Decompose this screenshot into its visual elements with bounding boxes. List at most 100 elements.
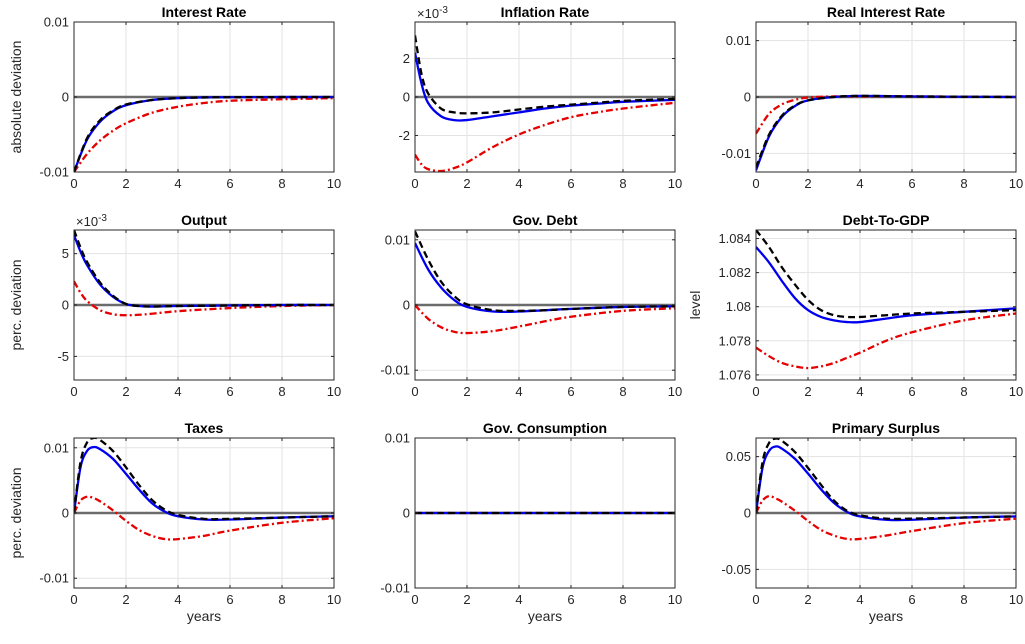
y-tick-label: 0.01 <box>726 33 751 48</box>
x-tick-label: 4 <box>174 592 181 607</box>
y-tick-label: -0.01 <box>39 571 69 586</box>
x-tick-label: 4 <box>515 176 522 191</box>
series-line-dashed <box>74 95 334 172</box>
y-tick-label: 0 <box>744 506 751 521</box>
series-line-dashed <box>756 94 1016 168</box>
series-group <box>74 230 334 317</box>
series-line-dashdot <box>74 96 334 172</box>
y-tick-label: 0.01 <box>385 431 410 446</box>
series-group <box>756 94 1016 171</box>
x-tick-label: 8 <box>278 176 285 191</box>
x-tick-label: 4 <box>174 384 181 399</box>
plot-area <box>756 230 1016 380</box>
panel-1: 0 2 4 6 8 10 -2 0 2 ×10-3 Inflation Rate <box>398 4 682 191</box>
panel-title: Primary Surplus <box>832 420 940 436</box>
y-tick-label: 1.076 <box>718 367 751 382</box>
y-exponent-label: ×10-3 <box>76 213 107 229</box>
series-line-dashed <box>74 438 334 521</box>
panel-title: Debt-To-GDP <box>843 212 930 228</box>
panel-title: Inflation Rate <box>501 4 590 20</box>
series-line-dashed <box>756 230 1016 319</box>
x-tick-label: 4 <box>515 592 522 607</box>
series-line-dashed <box>415 35 675 115</box>
x-tick-label: 2 <box>122 592 129 607</box>
y-tick-label: 0.01 <box>44 440 69 455</box>
x-tick-label: 10 <box>668 176 682 191</box>
x-tick-label: 2 <box>463 176 470 191</box>
x-tick-label: 6 <box>226 384 233 399</box>
panel-3: 0 2 4 6 8 10 -5 0 5 ×10-3 Output perc. deviation <box>8 212 341 399</box>
x-tick-label: 2 <box>804 384 811 399</box>
x-tick-label: 2 <box>804 176 811 191</box>
axes-box <box>755 229 1017 381</box>
x-tick-label: 2 <box>463 592 470 607</box>
x-tick-label: 0 <box>70 176 77 191</box>
y-axis-label: absolute deviation <box>8 41 24 154</box>
x-tick-label: 6 <box>567 592 574 607</box>
x-tick-label: 10 <box>668 592 682 607</box>
x-tick-label: 4 <box>856 592 863 607</box>
y-tick-label: 0 <box>62 298 69 313</box>
series-line-dashed <box>74 230 334 308</box>
y-tick-label: -5 <box>57 349 69 364</box>
x-tick-label: 10 <box>327 592 341 607</box>
series-line-solid <box>74 445 334 521</box>
y-exponent-label: ×10-3 <box>417 5 448 21</box>
y-tick-label: 0 <box>403 506 410 521</box>
x-tick-label: 4 <box>515 384 522 399</box>
y-tick-label: 1.078 <box>718 333 751 348</box>
y-axis-label: level <box>687 291 703 320</box>
y-exponent-power: -3 <box>439 5 448 16</box>
panel-title: Gov. Debt <box>512 212 577 228</box>
y-tick-label: 0.01 <box>44 15 69 30</box>
x-tick-label: 10 <box>1009 592 1023 607</box>
x-tick-label: 2 <box>463 384 470 399</box>
y-tick-label: 0 <box>62 90 69 105</box>
panel-title: Output <box>181 212 227 228</box>
y-tick-label: 0.01 <box>385 232 410 247</box>
series-line-dashdot <box>74 495 334 541</box>
x-tick-label: 10 <box>1009 176 1023 191</box>
x-tick-label: 0 <box>70 592 77 607</box>
series-line-dashdot <box>415 101 675 172</box>
x-tick-label: 4 <box>856 176 863 191</box>
y-tick-label: 5 <box>62 246 69 261</box>
series-group <box>756 230 1016 370</box>
y-tick-label: -0.01 <box>380 581 410 596</box>
x-tick-label: 6 <box>908 384 915 399</box>
x-axis-label: years <box>187 608 221 624</box>
x-tick-label: 8 <box>278 592 285 607</box>
x-tick-label: 10 <box>327 384 341 399</box>
x-tick-label: 4 <box>174 176 181 191</box>
x-tick-label: 0 <box>752 176 759 191</box>
x-tick-label: 6 <box>908 592 915 607</box>
panel-5: 0 2 4 6 8 10 1.076 1.078 1.08 1.082 1.084 Debt-To-G… <box>687 212 1023 399</box>
y-tick-label: -0.01 <box>39 165 69 180</box>
x-tick-label: 8 <box>619 176 626 191</box>
x-tick-label: 4 <box>856 384 863 399</box>
x-tick-label: 2 <box>122 384 129 399</box>
y-tick-label: 0 <box>403 298 410 313</box>
panel-title: Real Interest Rate <box>827 4 945 20</box>
y-tick-label: -0.05 <box>721 562 751 577</box>
x-tick-label: 10 <box>668 384 682 399</box>
series-group <box>74 95 334 172</box>
x-tick-label: 8 <box>278 384 285 399</box>
y-tick-label: -2 <box>398 128 410 143</box>
x-tick-label: 0 <box>411 592 418 607</box>
y-axis-label: perc. deviation <box>8 259 24 350</box>
series-line-dashdot <box>756 494 1016 541</box>
series-group <box>415 230 675 335</box>
y-tick-label: 0 <box>403 90 410 105</box>
y-tick-label: 0 <box>744 90 751 105</box>
x-tick-label: 6 <box>567 384 574 399</box>
x-tick-label: 0 <box>752 592 759 607</box>
x-tick-label: 6 <box>226 592 233 607</box>
series-line-dashdot <box>415 304 675 335</box>
